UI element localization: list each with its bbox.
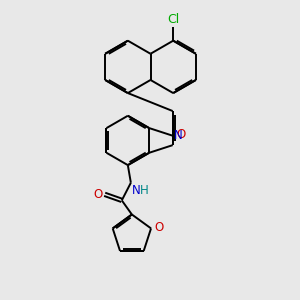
Text: N: N: [132, 184, 141, 197]
Text: O: O: [93, 188, 103, 201]
Text: Cl: Cl: [167, 13, 179, 26]
Text: O: O: [177, 128, 186, 141]
Text: H: H: [140, 184, 149, 197]
Text: N: N: [174, 129, 182, 142]
Text: O: O: [154, 221, 163, 234]
